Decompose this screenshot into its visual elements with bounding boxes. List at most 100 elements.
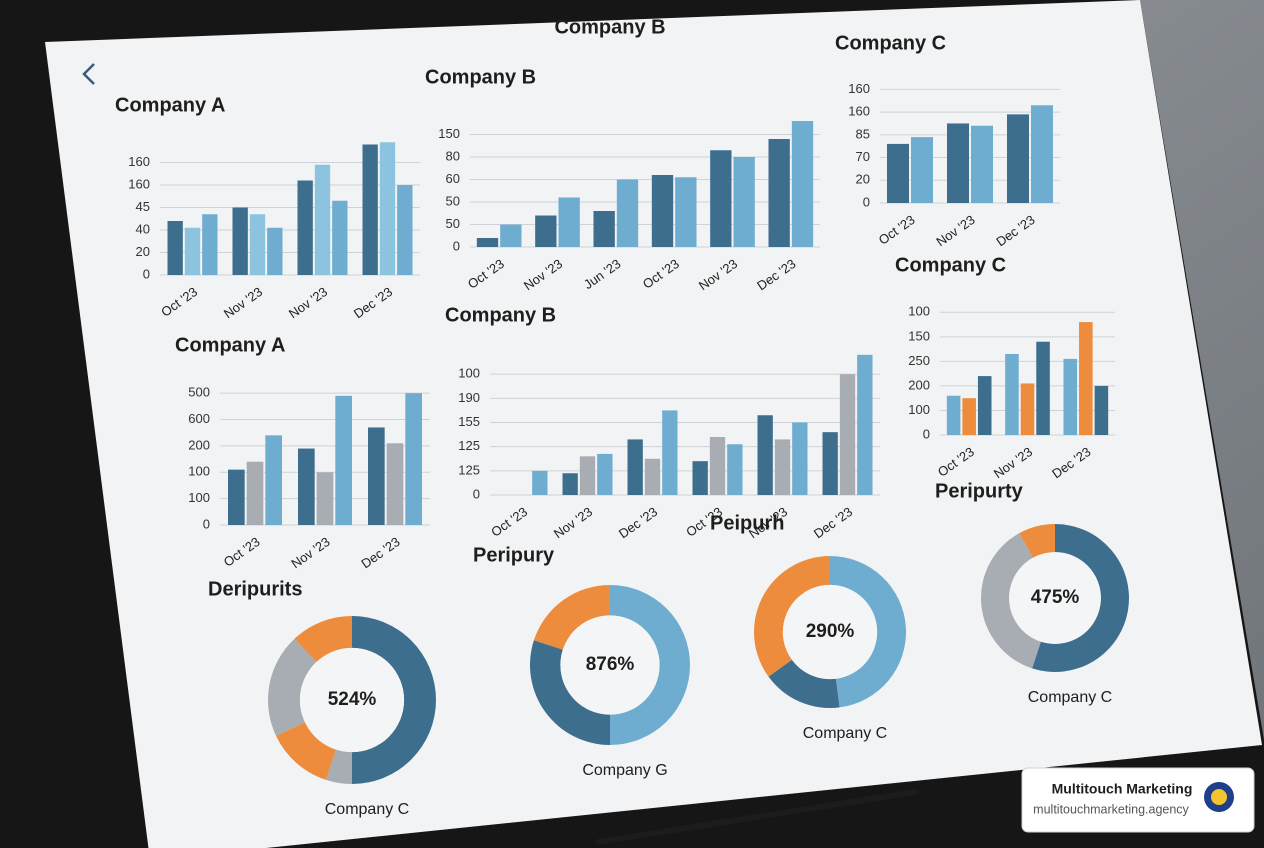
bar xyxy=(839,374,856,495)
bar xyxy=(977,376,992,435)
watermark-box xyxy=(1021,767,1255,833)
y-tick-label: 0 xyxy=(203,516,210,531)
watermark-url: multitouchmarketing.agency xyxy=(1033,802,1189,816)
donut-caption: Company C xyxy=(325,801,409,818)
bar xyxy=(562,473,578,495)
y-tick-label: 0 xyxy=(923,426,930,441)
donut-segment xyxy=(1019,524,1055,558)
bar xyxy=(675,177,697,247)
donut-center-label: 876% xyxy=(586,654,635,675)
bar xyxy=(232,207,248,275)
chart-title: Company C xyxy=(835,32,946,54)
bar xyxy=(405,393,422,525)
bar xyxy=(662,410,678,495)
donut-chart: Peripury 876% Company G xyxy=(473,544,690,779)
bar xyxy=(616,179,639,247)
y-tick-label: 80 xyxy=(446,148,460,163)
donut-center-label: 524% xyxy=(328,689,377,710)
bar xyxy=(946,395,961,435)
chart-title: Company B xyxy=(425,66,536,88)
y-tick-label: 100 xyxy=(908,402,930,417)
chart-title: Company A xyxy=(175,334,285,356)
chart-title: Peripurty xyxy=(935,480,1024,502)
chart-title: Company B xyxy=(445,304,556,326)
bar xyxy=(709,437,726,495)
donut-segment xyxy=(352,616,436,784)
bar xyxy=(1036,341,1050,435)
bar xyxy=(1007,114,1029,203)
bar xyxy=(379,142,396,275)
y-tick-label: 150 xyxy=(908,328,930,343)
y-tick-label: 600 xyxy=(188,411,210,426)
bar xyxy=(1063,358,1078,435)
bar xyxy=(316,472,334,525)
bar xyxy=(857,354,873,495)
bar xyxy=(971,125,993,203)
y-tick-label: 20 xyxy=(136,244,150,259)
donut-caption: Company G xyxy=(582,762,667,779)
donut-caption: Company C xyxy=(803,725,887,742)
bar xyxy=(733,157,755,247)
y-tick-label: 70 xyxy=(856,149,870,164)
bar xyxy=(1079,322,1093,435)
donut-hole xyxy=(1009,552,1101,644)
bar xyxy=(791,121,814,247)
bar xyxy=(947,123,969,203)
y-tick-label: 155 xyxy=(458,414,480,429)
bar xyxy=(386,443,404,525)
bar xyxy=(332,200,348,275)
watermark-name: Multitouch Marketing xyxy=(1052,781,1193,797)
bar xyxy=(792,422,808,495)
y-tick-label: 0 xyxy=(143,266,150,281)
donut-segment xyxy=(294,616,352,663)
bar xyxy=(476,238,499,247)
chart-title: Peripury xyxy=(473,544,555,566)
bar xyxy=(335,395,352,525)
bar xyxy=(368,427,385,525)
bar xyxy=(228,469,245,525)
y-tick-label: 160 xyxy=(848,81,870,96)
bar xyxy=(267,227,283,275)
bar xyxy=(249,214,266,275)
bar xyxy=(535,215,557,247)
y-tick-label: 160 xyxy=(128,176,150,191)
y-tick-label: 0 xyxy=(863,194,870,209)
chart-title: Deripurits xyxy=(208,578,302,600)
chart-title: Company C xyxy=(895,254,1006,276)
bar xyxy=(727,444,743,495)
donut-segment xyxy=(268,638,317,736)
donut-hole xyxy=(560,615,660,715)
y-tick-label: 60 xyxy=(446,171,460,186)
donut-chart: Peripurty 475% Company C xyxy=(935,480,1129,706)
donut-segment xyxy=(326,749,352,784)
back-button[interactable] xyxy=(82,63,95,85)
y-tick-label: 50 xyxy=(446,216,460,231)
donut-segment xyxy=(529,640,610,745)
bar xyxy=(579,456,596,495)
bar xyxy=(314,164,331,275)
donut-segment xyxy=(533,585,610,650)
bar xyxy=(362,144,378,275)
donut-chart: Peipurh 290% Company C xyxy=(710,512,906,742)
y-tick-label: 125 xyxy=(458,462,480,477)
donut-center-label: 475% xyxy=(1031,587,1080,608)
y-tick-label: 40 xyxy=(136,221,150,236)
bar xyxy=(298,448,315,525)
bar xyxy=(911,137,933,203)
bar xyxy=(710,150,732,247)
bar xyxy=(644,458,661,495)
bar xyxy=(500,224,522,247)
bar xyxy=(246,461,264,525)
bar xyxy=(202,214,218,275)
y-tick-label: 160 xyxy=(128,154,150,169)
bar xyxy=(1031,105,1053,203)
bar xyxy=(962,398,976,435)
bar xyxy=(1020,383,1035,435)
y-tick-label: 100 xyxy=(908,304,930,319)
bar xyxy=(265,435,282,525)
watermark-logo-inner xyxy=(1211,789,1227,805)
donut-chart: Deripurits 524% Company C xyxy=(208,578,436,818)
bar xyxy=(757,415,773,495)
